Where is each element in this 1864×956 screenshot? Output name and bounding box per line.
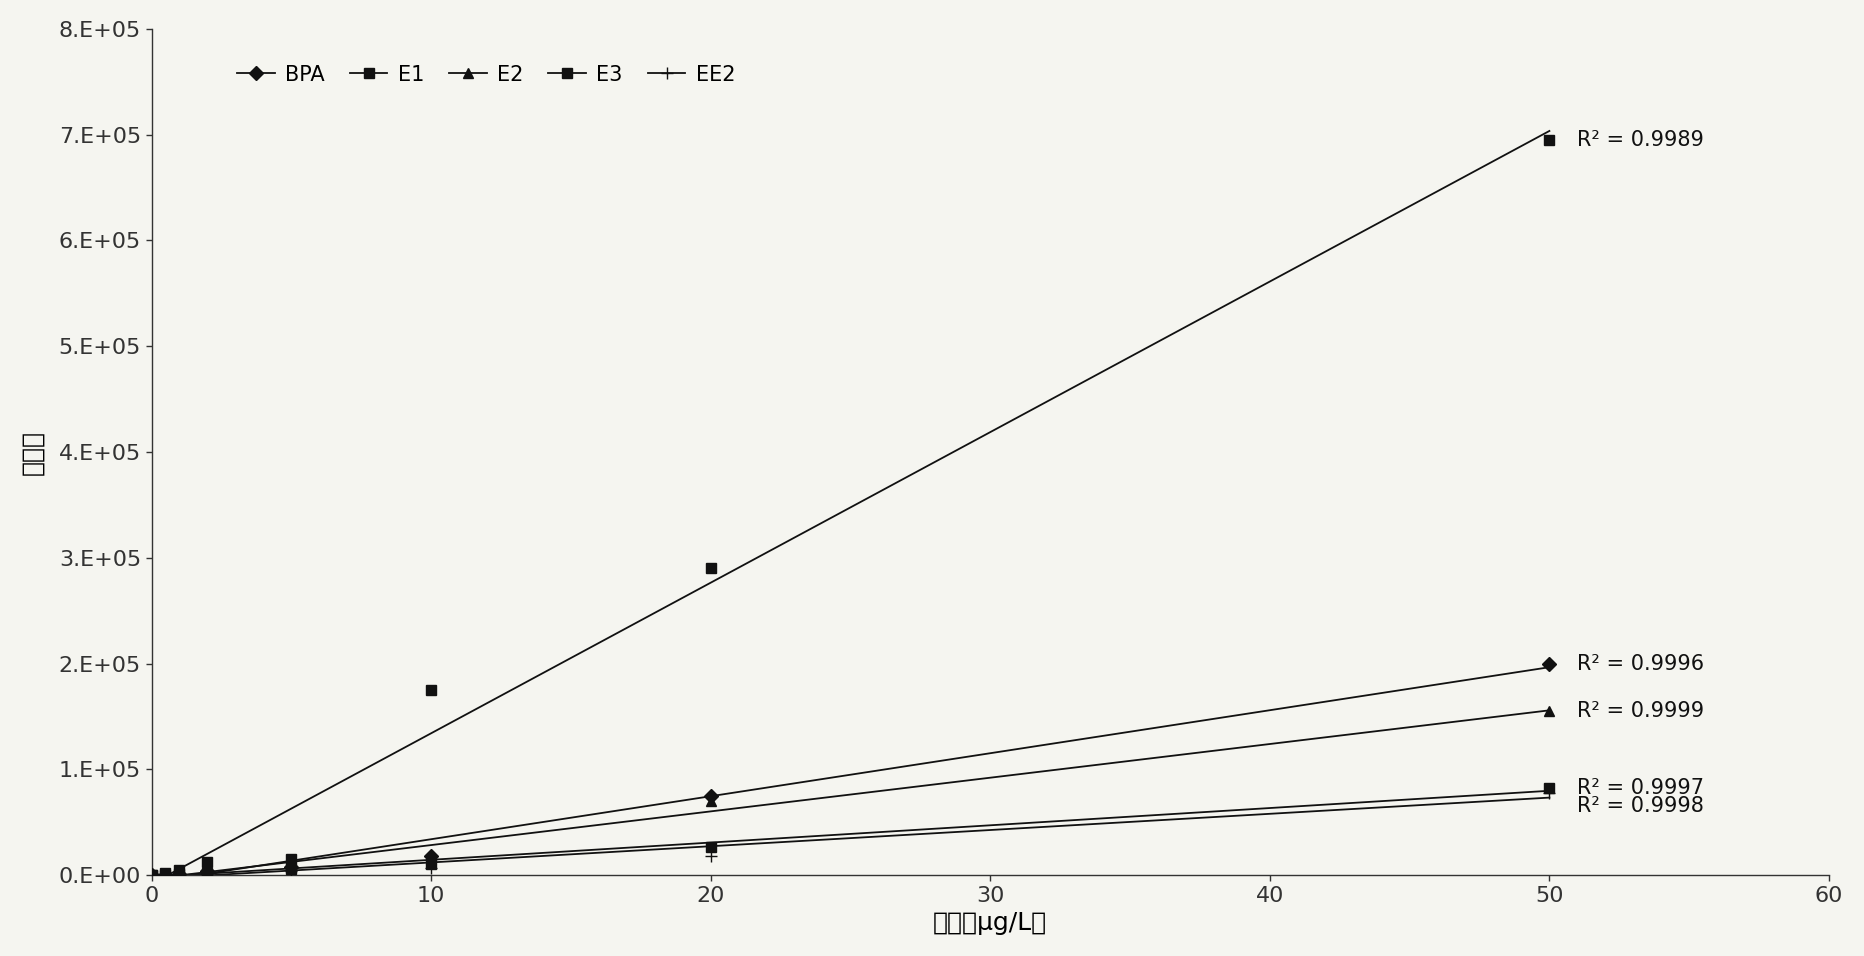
Text: R² = 0.9989: R² = 0.9989 [1577,130,1704,150]
Y-axis label: 峰面积: 峰面积 [21,429,45,474]
Text: R² = 0.9996: R² = 0.9996 [1577,654,1704,674]
Text: R² = 0.9997: R² = 0.9997 [1577,778,1704,798]
Text: R² = 0.9998: R² = 0.9998 [1577,796,1704,816]
X-axis label: 浓度（μg/L）: 浓度（μg/L） [934,911,1048,935]
Text: R² = 0.9999: R² = 0.9999 [1577,701,1704,721]
Legend: BPA, E1, E2, E3, EE2: BPA, E1, E2, E3, EE2 [229,56,744,93]
